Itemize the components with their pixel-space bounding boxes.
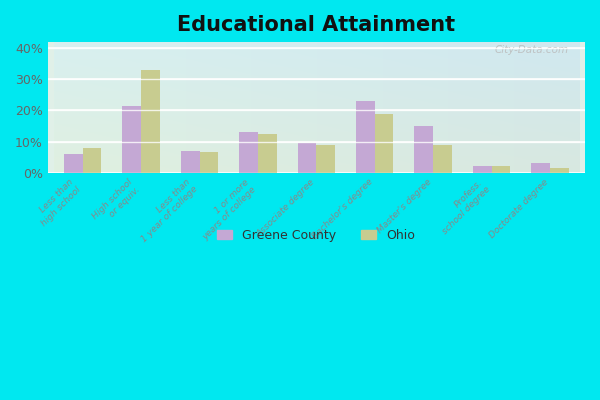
Bar <box>258 134 277 173</box>
Bar <box>531 163 550 173</box>
Bar <box>491 166 510 173</box>
Bar <box>122 106 141 173</box>
Text: City-Data.com: City-Data.com <box>495 45 569 55</box>
Bar <box>433 145 452 173</box>
Bar <box>473 166 491 173</box>
Bar <box>200 152 218 173</box>
Title: Educational Attainment: Educational Attainment <box>178 15 455 35</box>
Bar <box>83 148 101 173</box>
Bar <box>316 145 335 173</box>
Bar <box>64 154 83 173</box>
Bar <box>415 126 433 173</box>
Bar <box>181 151 200 173</box>
Legend: Greene County, Ohio: Greene County, Ohio <box>217 229 415 242</box>
Bar <box>239 132 258 173</box>
Bar <box>356 101 375 173</box>
Bar <box>298 143 316 173</box>
Bar <box>141 70 160 173</box>
Bar <box>550 168 569 173</box>
Bar <box>375 114 394 173</box>
